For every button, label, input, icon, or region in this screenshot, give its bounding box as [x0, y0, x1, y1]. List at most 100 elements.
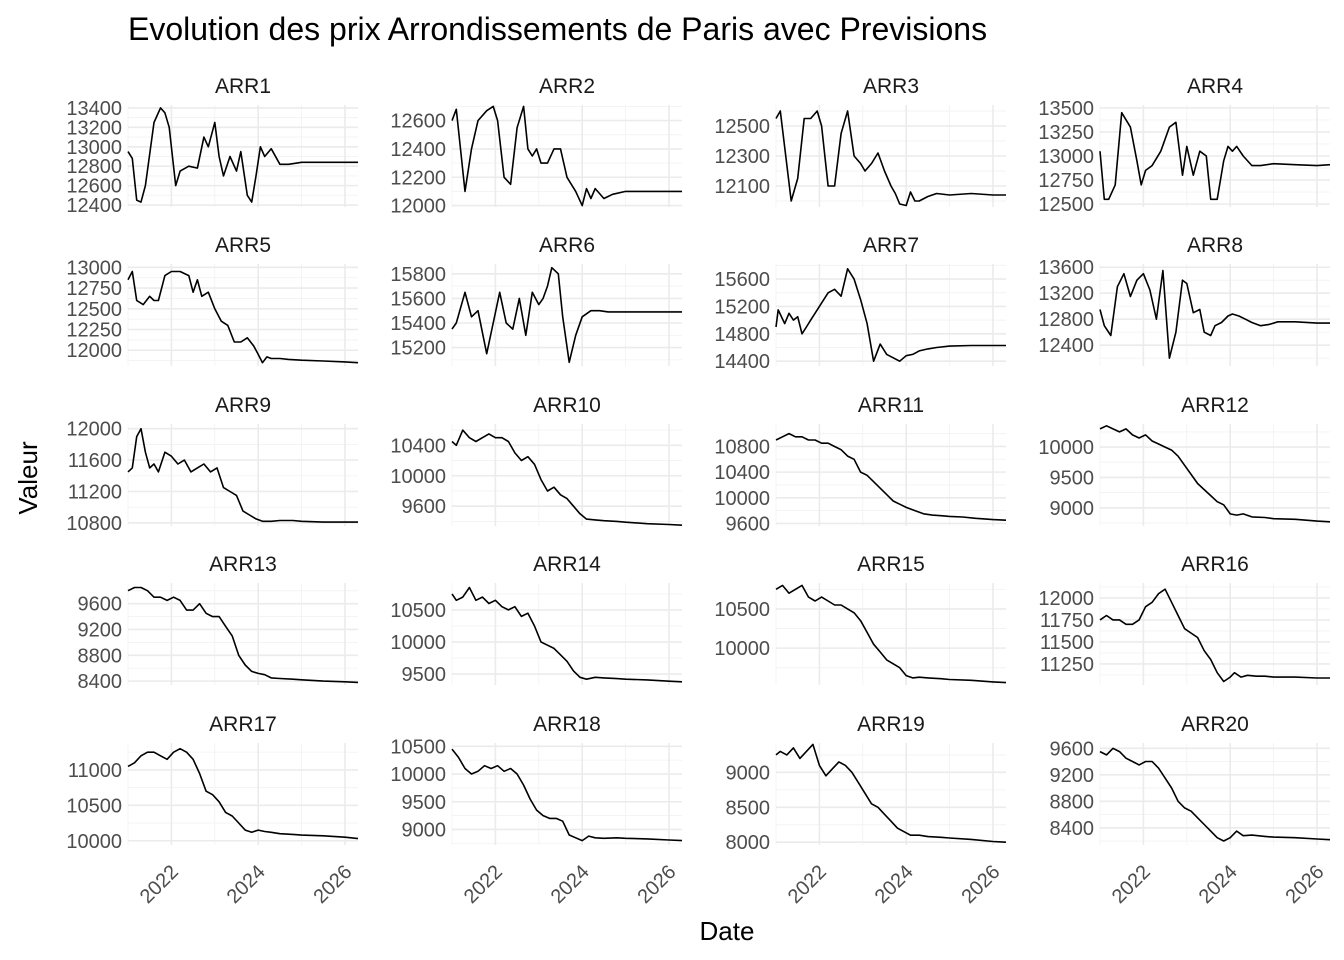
series-line-arr15	[775, 584, 1007, 684]
facet-panel-arr20: ARR20 8400 8800 9200 9600 2022 2024 2026	[1050, 713, 1331, 908]
facet-label: ARR17	[209, 713, 277, 736]
y-tick-label: 10000	[714, 638, 770, 660]
y-tick-label: 13400	[66, 98, 122, 120]
facet-label: ARR19	[857, 713, 925, 736]
y-tick-label: 12000	[66, 340, 122, 362]
y-tick-label: 11750	[1040, 610, 1094, 632]
x-tick-label: 2022	[1108, 861, 1155, 908]
facet-panel-arr14: ARR14 9500 10000 10500	[390, 553, 683, 686]
series-line-arr9	[127, 427, 358, 523]
facet-panel-arr13: ARR13 8400 8800 9200 9600	[78, 553, 359, 693]
y-tick-label: 11600	[68, 450, 122, 472]
facet-panel-arr2: ARR2 12000 12200 12400 12600	[390, 75, 682, 218]
y-tick-label: 8400	[78, 671, 123, 693]
facet-panel-arr10: ARR10 9600 10000 10400	[390, 394, 683, 526]
y-tick-label: 12400	[1038, 335, 1094, 357]
y-tick-label: 11500	[1040, 632, 1094, 654]
facet-panels: ARR1124001260012800130001320013400ARR212…	[66, 75, 1331, 908]
x-tick-label: 2024	[223, 861, 270, 908]
y-tick-label: 9200	[1050, 765, 1095, 787]
series-line-arr18	[451, 748, 683, 842]
y-tick-label: 12500	[714, 116, 770, 138]
series-line-arr19	[775, 743, 1007, 843]
facet-panel-arr11: ARR11 9600 10000 10400 10800	[714, 394, 1007, 535]
y-tick-label: 10000	[390, 466, 446, 488]
facet-panel-arr3: ARR3 12100 12300 12500	[714, 75, 1006, 207]
y-tick-label: 9500	[402, 792, 447, 814]
facet-label: ARR3	[863, 75, 919, 98]
facet-panel-arr15: ARR15 10000 10500	[714, 553, 1007, 685]
facet-label: ARR10	[533, 394, 601, 417]
series-line-arr17	[127, 747, 359, 840]
series-line-arr20	[1099, 747, 1331, 842]
y-tick-label: 13600	[1038, 257, 1094, 279]
y-tick-label: 11250	[1040, 654, 1094, 676]
y-tick-label: 8800	[1050, 791, 1095, 813]
y-tick-label: 10000	[390, 632, 446, 654]
y-tick-label: 15200	[714, 296, 770, 318]
series-line-arr10	[451, 429, 683, 526]
series-line-arr3	[775, 110, 1006, 207]
y-tick-label: 10000	[390, 764, 446, 786]
y-tick-label: 10500	[390, 736, 446, 758]
y-tick-label: 13200	[66, 117, 122, 139]
y-tick-label: 10500	[66, 795, 122, 817]
facet-panel-arr17: ARR17 10000 10500 11000 2022 2024 2026	[66, 713, 359, 908]
y-tick-label: 13000	[1038, 146, 1094, 168]
y-tick-label: 14800	[714, 324, 770, 346]
facet-label: ARR11	[858, 394, 924, 417]
y-tick-label: 12200	[390, 167, 446, 189]
y-tick-label: 12750	[1038, 170, 1094, 192]
series-line-arr14	[451, 586, 683, 683]
y-tick-label: 12100	[714, 176, 770, 198]
x-tick-label: 2026	[957, 861, 1004, 908]
y-tick-label: 11000	[68, 760, 122, 782]
y-tick-label: 15600	[714, 269, 770, 291]
x-tick-label: 2024	[871, 861, 918, 908]
facet-label: ARR7	[863, 234, 919, 257]
y-tick-label: 12300	[714, 146, 770, 168]
facet-label: ARR8	[1187, 234, 1243, 257]
y-tick-label: 8000	[726, 832, 771, 854]
y-tick-label: 12400	[390, 139, 446, 161]
series-line-arr16	[1099, 588, 1330, 683]
y-tick-label: 15400	[390, 313, 446, 335]
series-line-arr8	[1099, 269, 1330, 360]
series-line-arr4	[1099, 111, 1331, 201]
series-line-arr6	[451, 266, 682, 364]
y-tick-label: 9600	[726, 513, 771, 535]
series-line-arr12	[1099, 424, 1331, 523]
y-tick-label: 10000	[714, 488, 770, 510]
x-tick-label: 2024	[1195, 861, 1242, 908]
x-tick-label: 2026	[1281, 861, 1328, 908]
y-tick-label: 13200	[1038, 283, 1094, 305]
y-tick-label: 12500	[66, 299, 122, 321]
facet-label: ARR6	[539, 234, 595, 257]
x-tick-label: 2024	[547, 861, 594, 908]
y-tick-label: 12400	[66, 195, 122, 217]
facet-label: ARR2	[539, 75, 595, 98]
y-tick-label: 10500	[390, 600, 446, 622]
y-tick-label: 12600	[66, 176, 122, 198]
y-tick-label: 11200	[68, 481, 122, 503]
y-tick-label: 10800	[714, 436, 770, 458]
facet-panel-arr12: ARR12 9000 9500 10000	[1038, 394, 1331, 526]
facet-label: ARR20	[1181, 713, 1249, 736]
y-tick-label: 9600	[1050, 738, 1095, 760]
y-tick-label: 15800	[390, 264, 446, 286]
y-tick-label: 10000	[1038, 437, 1094, 459]
y-tick-label: 12500	[1038, 194, 1094, 216]
chart-title: Evolution des prix Arrondissements de Pa…	[128, 11, 987, 47]
y-tick-label: 13000	[66, 137, 122, 159]
facet-label: ARR1	[215, 75, 271, 98]
y-tick-label: 9600	[402, 496, 447, 518]
facet-label: ARR16	[1181, 553, 1249, 576]
y-tick-label: 12000	[390, 196, 446, 218]
y-tick-label: 12000	[66, 419, 122, 441]
series-line-arr13	[127, 586, 359, 684]
